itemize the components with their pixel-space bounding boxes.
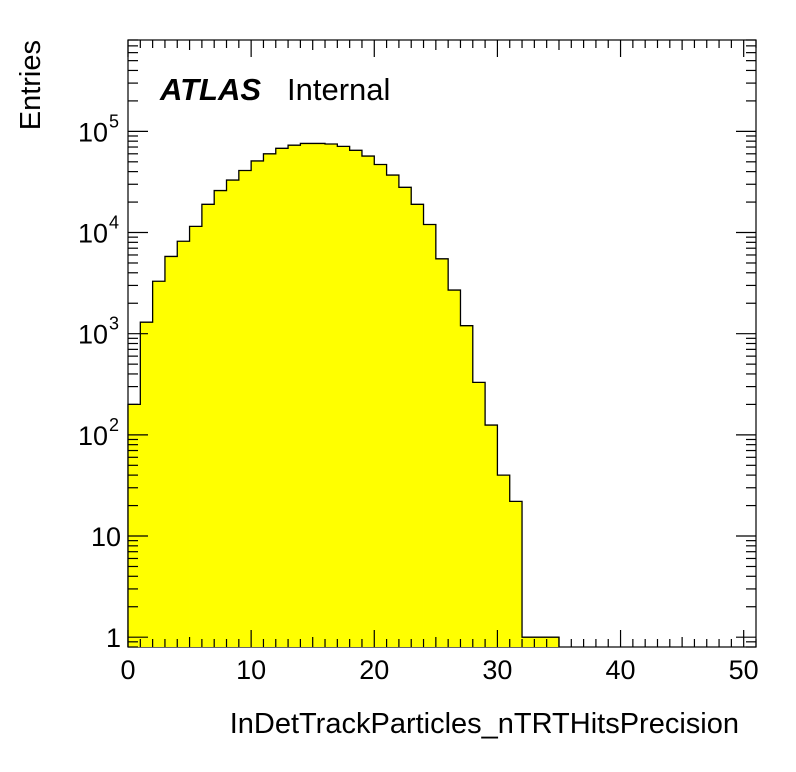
x-tick-label: 50 — [729, 655, 759, 685]
y-tick-exponent: 2 — [109, 415, 119, 435]
y-tick-label: 10 — [78, 219, 108, 249]
x-axis-label: InDetTrackParticles_nTRTHitsPrecision — [230, 708, 739, 740]
histogram-bin — [411, 204, 424, 647]
axis-ticks — [127, 39, 757, 648]
x-tick-label: 10 — [236, 655, 266, 685]
histogram-bin — [423, 224, 437, 647]
y-tick-label: 1 — [106, 623, 121, 653]
x-tick-label: 0 — [120, 655, 135, 685]
histogram-bin — [522, 637, 535, 647]
histogram-bin — [398, 187, 412, 647]
histogram-bin — [128, 404, 141, 647]
histogram-bin — [300, 143, 314, 647]
atlas-label: ATLAS — [159, 72, 261, 107]
x-tick-label: 20 — [359, 655, 389, 685]
histogram-bin — [226, 180, 240, 647]
histogram-bin — [152, 281, 166, 647]
histogram-bin — [140, 322, 154, 647]
status-label: Internal — [287, 72, 390, 107]
histogram-bin — [497, 475, 511, 647]
histogram-bars — [127, 142, 560, 648]
x-tick-label: 30 — [482, 655, 512, 685]
x-tick-label: 40 — [606, 655, 636, 685]
histogram-bin — [374, 164, 387, 647]
histogram-bin — [460, 325, 474, 647]
y-tick-label: 10 — [91, 522, 121, 552]
histogram-bin — [275, 148, 289, 647]
histogram-bin — [189, 226, 203, 647]
histogram-bin — [263, 153, 277, 647]
histogram-bin — [325, 144, 338, 647]
histogram-bin — [485, 425, 498, 647]
y-tick-label: 10 — [78, 320, 108, 350]
y-tick-exponent: 3 — [109, 314, 119, 334]
histogram-bin — [177, 241, 190, 648]
histogram-bin — [534, 637, 548, 647]
histogram-bin — [509, 501, 523, 647]
histogram-bin — [337, 146, 351, 648]
histogram-bin — [386, 175, 400, 647]
histogram-bin — [546, 637, 560, 647]
y-axis-label: Entries — [15, 40, 47, 130]
histogram-bin — [238, 170, 252, 648]
histogram-bin — [361, 156, 375, 647]
histogram-bin — [312, 143, 326, 647]
histogram-bin — [214, 190, 227, 648]
histogram-bin — [201, 204, 215, 647]
histogram-bin — [251, 160, 264, 647]
histogram-bin — [448, 290, 461, 647]
y-tick-label: 10 — [78, 117, 108, 147]
histogram-bin — [349, 150, 363, 647]
histogram-bin — [288, 145, 301, 648]
y-tick-exponent: 4 — [109, 213, 119, 233]
x-tick-labels: 0 10 20 30 40 50 — [120, 655, 758, 685]
histogram-bin — [164, 256, 178, 647]
y-tick-label: 10 — [78, 421, 108, 451]
y-tick-exponent: 5 — [109, 111, 119, 131]
histogram-bin — [435, 258, 449, 647]
histogram-bin — [472, 382, 486, 647]
histogram-outline — [127, 142, 560, 647]
